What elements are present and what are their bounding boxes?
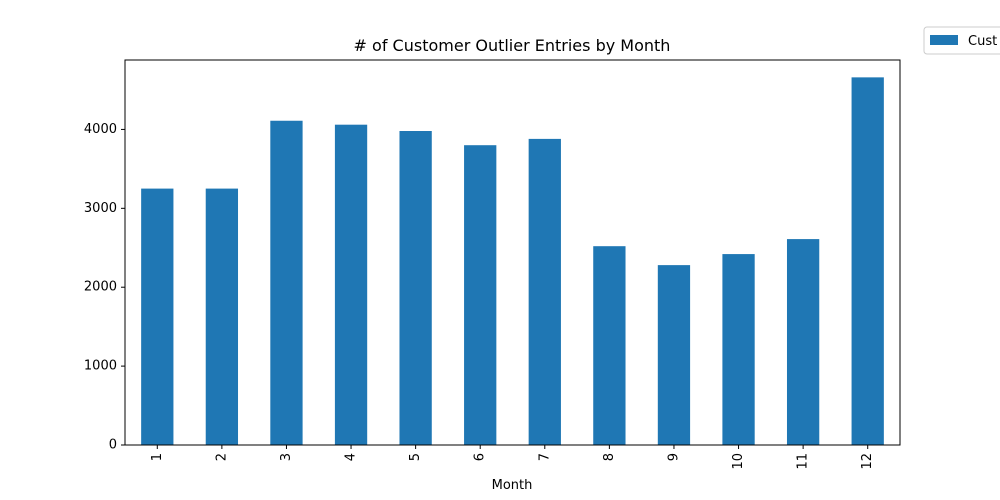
x-tick-label-4: 4: [344, 453, 359, 461]
y-axis: 0 1000 2000 3000 4000: [84, 122, 125, 453]
y-tick-label-2000: 2000: [84, 280, 117, 295]
legend-label: Cust: [968, 34, 997, 49]
chart-title: # of Customer Outlier Entries by Month: [354, 36, 671, 55]
bar-month-2: [205, 188, 239, 445]
y-tick-label-3000: 3000: [84, 201, 117, 216]
x-axis: 1 2 3 4 5 6 7 8 9 10 11 12: [150, 445, 875, 470]
x-tick-label-1: 1: [150, 453, 165, 461]
legend-swatch: [930, 35, 958, 45]
x-tick-label-9: 9: [666, 453, 681, 461]
x-tick-label-3: 3: [279, 453, 294, 461]
legend-box: [923, 26, 1000, 55]
bar-month-10: [722, 254, 755, 445]
y-tick-label-1000: 1000: [84, 359, 117, 374]
bar-month-12: [851, 77, 884, 446]
x-tick-label-6: 6: [473, 453, 488, 461]
legend: Cust: [923, 26, 1000, 55]
bar-month-1: [141, 188, 174, 445]
x-tick-label-12: 12: [860, 453, 875, 470]
bar-month-9: [657, 265, 691, 445]
bar-month-5: [399, 131, 432, 445]
y-tick-label-0: 0: [109, 438, 117, 453]
bar-month-8: [593, 246, 626, 445]
x-tick-label-10: 10: [731, 453, 746, 470]
x-tick-label-5: 5: [408, 453, 423, 461]
bar-month-11: [786, 239, 820, 445]
x-tick-label-2: 2: [214, 453, 229, 461]
bar-month-4: [334, 124, 368, 445]
bar-month-6: [464, 145, 497, 445]
plot-frame: [124, 59, 901, 446]
x-tick-label-8: 8: [602, 453, 617, 461]
x-tick-label-11: 11: [796, 453, 811, 470]
bars-group: [141, 77, 884, 446]
bar-month-3: [270, 120, 303, 445]
x-axis-label: Month: [492, 478, 533, 493]
x-tick-label-7: 7: [537, 453, 552, 461]
y-tick-label-4000: 4000: [84, 122, 117, 137]
bar-month-7: [528, 138, 561, 445]
